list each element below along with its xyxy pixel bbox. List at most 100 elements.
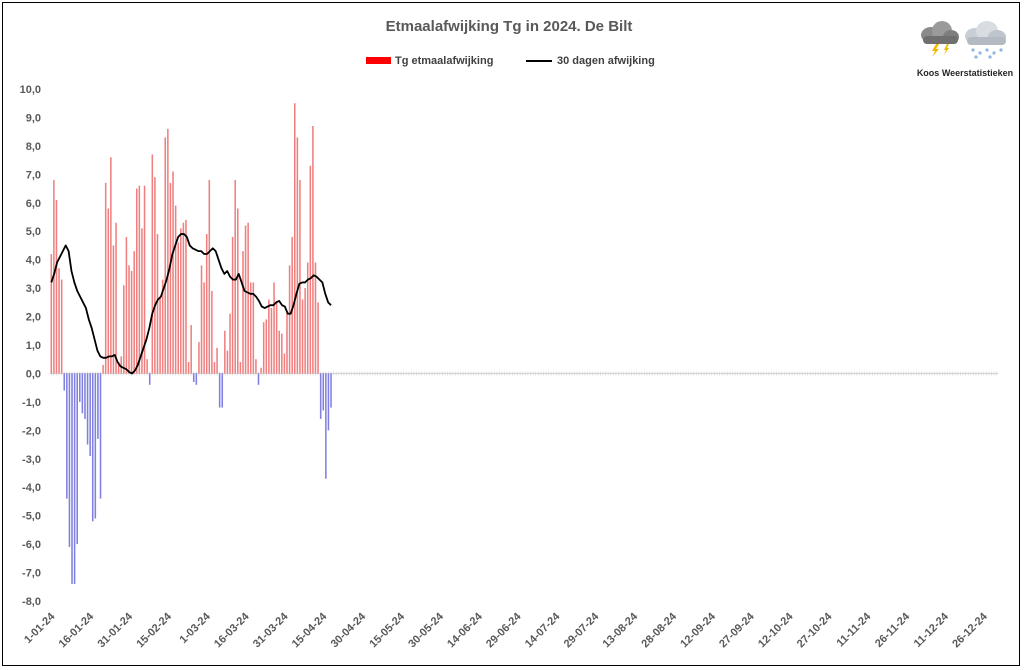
bar	[141, 228, 143, 374]
y-tick-label: -6,0	[22, 539, 41, 551]
y-tick-label: -8,0	[22, 596, 41, 608]
y-tick-label: -3,0	[22, 454, 41, 466]
x-tick-label: 29-06-24	[484, 610, 524, 650]
bar	[156, 234, 159, 374]
bar	[91, 373, 94, 522]
bar	[296, 137, 299, 374]
chart-title: Etmaalafwijking Tg in 2024. De Bilt	[386, 18, 633, 35]
y-tick-label: 9,0	[26, 112, 41, 124]
x-tick-label: 16-01-24	[57, 610, 97, 650]
bar	[180, 228, 182, 374]
x-tick-label: 15-04-24	[290, 610, 330, 650]
bar	[255, 359, 257, 374]
bar	[275, 302, 278, 374]
y-tick-label: 0,0	[26, 368, 41, 380]
bar	[239, 362, 242, 374]
bar	[312, 125, 314, 374]
bar	[242, 251, 244, 374]
bar	[286, 310, 288, 374]
bar	[322, 373, 325, 411]
y-tick-label: -4,0	[22, 482, 41, 494]
bar	[249, 282, 252, 374]
bar	[200, 265, 203, 374]
y-tick-label: 7,0	[26, 169, 41, 181]
bar	[55, 199, 58, 374]
bar	[128, 265, 130, 374]
x-axis: 1-01-24 16-01-24 31-01-24 15-02-24 1-03-24 16…	[22, 610, 990, 650]
bar	[99, 373, 102, 499]
legend-swatch-bars	[366, 57, 391, 64]
x-tick-label: 29-07-24	[562, 610, 602, 650]
bar	[265, 319, 268, 374]
bar	[190, 325, 192, 374]
brand-label: Koos Weerstatistieken	[917, 68, 1013, 78]
brand-logo: Koos Weerstatistieken	[917, 21, 1013, 78]
bar	[167, 128, 169, 374]
bar	[257, 373, 260, 385]
bar	[234, 180, 236, 374]
bar	[185, 219, 187, 374]
y-tick-label: 10,0	[20, 84, 41, 96]
bar	[198, 342, 200, 374]
bar	[203, 282, 205, 374]
thunderstorm-cloud-icon	[921, 21, 959, 57]
bar-series	[50, 103, 332, 584]
line-series	[50, 233, 332, 375]
bar	[226, 350, 229, 374]
bar	[86, 373, 89, 445]
bar	[60, 279, 63, 374]
bar	[174, 205, 177, 374]
legend-label-line: 30 dagen afwijking	[557, 55, 655, 67]
bar	[304, 288, 306, 374]
bar	[89, 373, 91, 456]
y-tick-label: -7,0	[22, 568, 41, 580]
x-tick-label: 28-08-24	[639, 610, 679, 650]
y-tick-label: 4,0	[26, 255, 41, 267]
x-tick-label: 12-10-24	[756, 610, 796, 650]
x-tick-label: 27-09-24	[717, 610, 757, 650]
y-axis: -8,0 -7,0 -6,0 -5,0 -4,0 -3,0 -2,0 -1,0 0,0 1,0 2,…	[20, 84, 41, 608]
bar	[229, 313, 231, 374]
x-tick-label: 27-10-24	[795, 610, 835, 650]
bar	[71, 373, 73, 584]
x-tick-label: 31-03-24	[251, 610, 291, 650]
bar	[123, 285, 125, 374]
bar	[84, 373, 86, 419]
chart-svg: Etmaalafwijking Tg in 2024. De Bilt Tg e…	[20, 18, 1014, 650]
bar	[177, 242, 179, 374]
bar	[195, 373, 198, 385]
bar	[159, 296, 161, 374]
x-tick-label: 15-02-24	[134, 610, 174, 650]
bar	[268, 299, 270, 374]
series-line	[50, 233, 332, 375]
bar	[50, 253, 53, 374]
bar	[237, 208, 239, 374]
x-tick-label: 11-12-24	[912, 610, 952, 650]
bar	[244, 225, 247, 374]
bar	[187, 362, 190, 374]
bar	[112, 245, 115, 374]
bar	[262, 322, 265, 374]
x-tick-label: 26-11-24	[873, 610, 913, 650]
bar	[104, 182, 107, 374]
y-tick-label: -1,0	[22, 397, 41, 409]
bar	[107, 208, 110, 374]
y-tick-label: 2,0	[26, 312, 41, 324]
bar	[102, 364, 104, 374]
bar	[278, 330, 281, 374]
bar	[58, 268, 60, 374]
legend-label-bars: Tg etmaalafwijking	[395, 55, 493, 67]
bar	[317, 302, 319, 374]
bar	[218, 373, 221, 408]
bar	[115, 222, 117, 374]
legend: Tg etmaalafwijking 30 dagen afwijking	[366, 55, 655, 67]
bar	[211, 290, 213, 374]
y-tick-label: -2,0	[22, 425, 41, 437]
bar	[110, 157, 112, 374]
x-tick-label: 26-12-24	[950, 610, 990, 650]
bar	[208, 180, 211, 374]
bar	[306, 262, 309, 374]
bar	[273, 282, 275, 374]
x-tick-label: 16-03-24	[212, 610, 252, 650]
